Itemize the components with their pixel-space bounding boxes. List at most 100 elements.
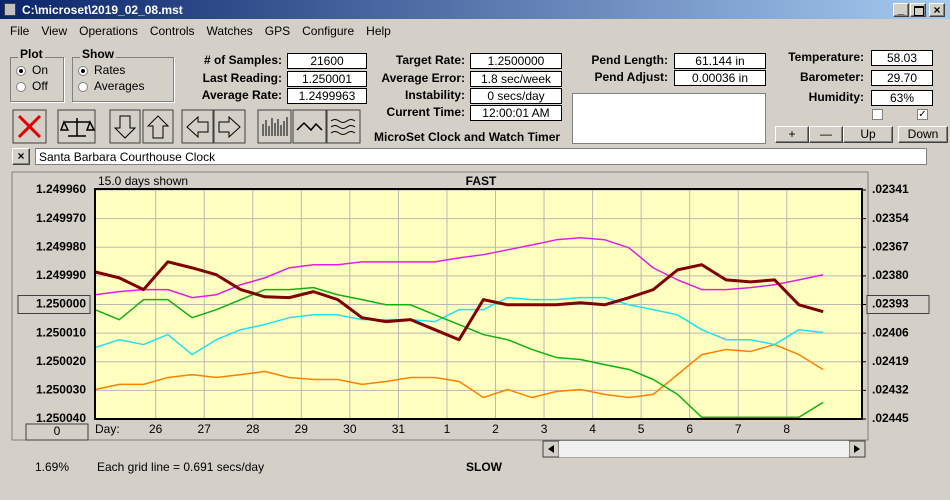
- menu-item[interactable]: Configure: [302, 24, 355, 38]
- close-button[interactable]: ×: [929, 3, 945, 17]
- radio-label: Off: [32, 79, 48, 93]
- radio-button[interactable]: [16, 66, 26, 76]
- x-tick-label: 2: [492, 422, 499, 436]
- x-tick-label: 29: [295, 422, 309, 436]
- left-button[interactable]: [181, 109, 214, 144]
- x-tick-label: 27: [198, 422, 212, 436]
- menu-item[interactable]: Operations: [79, 24, 138, 38]
- line-button[interactable]: [292, 109, 327, 144]
- reference-button: [17, 295, 91, 314]
- field-label: Average Rate:: [201, 88, 282, 102]
- toolbar: [12, 109, 361, 144]
- window-title: C:\microset\2019_02_08.mst: [22, 3, 183, 17]
- checkbox[interactable]: [872, 109, 883, 120]
- y2-tick-label: .02419: [872, 354, 909, 368]
- y-tick-label: 1.249980: [36, 239, 86, 253]
- balance-button[interactable]: [57, 109, 96, 144]
- show-group: [72, 57, 174, 102]
- x-tick-label: 31: [392, 422, 406, 436]
- y2-tick-label: .02406: [872, 325, 909, 339]
- field-label: Pend Length:: [591, 53, 668, 67]
- down-button[interactable]: [109, 109, 141, 144]
- field-value[interactable]: 1.250001: [287, 71, 367, 87]
- field-label: Instability:: [404, 88, 465, 102]
- radio-button[interactable]: [78, 82, 88, 92]
- series-line: [94, 343, 824, 399]
- watch-name[interactable]: Santa Barbara Courthouse Clock: [35, 148, 927, 165]
- right-button[interactable]: [213, 109, 246, 144]
- x-tick-label: 8: [783, 422, 790, 436]
- field-label: Current Time:: [386, 105, 465, 119]
- percent: 1.69%: [35, 460, 69, 474]
- y-tick-label: 1.249990: [36, 268, 86, 282]
- series-line: [94, 260, 824, 342]
- field-value[interactable]: 0.00036 in: [674, 70, 766, 86]
- field-value[interactable]: 1.2500000: [470, 53, 562, 69]
- field-value[interactable]: 63%: [871, 90, 933, 106]
- y2-tick-label: .02380: [872, 268, 909, 282]
- plot-group-label: Plot: [18, 47, 45, 61]
- menu-item[interactable]: GPS: [264, 24, 291, 38]
- up-button[interactable]: [142, 109, 174, 144]
- bars-button[interactable]: [257, 109, 292, 144]
- y2-tick-label: .02354: [872, 211, 909, 225]
- x-tick-label: 7: [735, 422, 742, 436]
- maximize-glyph: [914, 6, 924, 16]
- menu-item[interactable]: Controls: [149, 24, 195, 38]
- field-value[interactable]: 61.144 in: [674, 53, 766, 69]
- radio-button[interactable]: [78, 66, 88, 76]
- offset-button[interactable]: [25, 423, 89, 441]
- series-line: [94, 286, 824, 419]
- radio-button[interactable]: [16, 82, 26, 92]
- field-label: Average Error:: [381, 71, 465, 85]
- x-tick-label: 28: [246, 422, 260, 436]
- adjust-button[interactable]: +: [775, 126, 809, 143]
- adjust-button[interactable]: —: [809, 126, 843, 143]
- legend: [572, 93, 766, 144]
- y-tick-label: 1.250040: [36, 411, 86, 425]
- field-label: Temperature:: [788, 50, 864, 64]
- field-value[interactable]: 29.70: [871, 70, 933, 86]
- x-tick-label: 1: [444, 422, 451, 436]
- field-value[interactable]: 1.8 sec/week: [470, 71, 562, 87]
- field-value[interactable]: 21600: [287, 53, 367, 69]
- field-value[interactable]: 12:00:01 AM: [470, 105, 562, 121]
- menu-item[interactable]: Watches: [206, 24, 253, 38]
- y2-tick-label: .02367: [872, 239, 909, 253]
- title-bar: [0, 0, 950, 19]
- field-value[interactable]: 58.03: [871, 50, 933, 66]
- y2-tick-label: .02445: [872, 411, 909, 425]
- y-tick-label: 1.250020: [36, 354, 86, 368]
- x-tick-label: 26: [149, 422, 163, 436]
- y2-tick-label: .02432: [872, 383, 909, 397]
- app-icon: [4, 3, 16, 16]
- radio-label: Rates: [94, 63, 126, 77]
- maximize-button[interactable]: [910, 3, 926, 17]
- menu-item[interactable]: View: [41, 24, 68, 38]
- smooth-button[interactable]: [326, 109, 361, 144]
- y-tick-label: 1.250010: [36, 325, 86, 339]
- field-value[interactable]: 1.2499963: [287, 88, 367, 104]
- reference-button: [866, 295, 930, 314]
- menu-item[interactable]: Help: [366, 24, 391, 38]
- clear-button[interactable]: [12, 109, 47, 144]
- app-name: MicroSet Clock and Watch Timer: [374, 130, 561, 144]
- watch-clear-button[interactable]: ×: [12, 148, 30, 165]
- y2-tick-label: .02341: [872, 182, 909, 196]
- field-value[interactable]: 0 secs/day: [470, 88, 562, 104]
- checkbox[interactable]: ✓: [917, 109, 928, 120]
- x-tick-label: 6: [686, 422, 693, 436]
- radio-label: Averages: [94, 79, 145, 93]
- chart: 15.0 days shown FAST Day: 0 1.69% Each g…: [11, 171, 930, 474]
- grid-note: Each grid line = 0.691 secs/day: [97, 460, 264, 474]
- minimize-button[interactable]: _: [893, 3, 909, 17]
- adjust-button[interactable]: Up: [843, 126, 893, 143]
- show-group-label: Show: [80, 47, 116, 61]
- adjust-button[interactable]: Down: [898, 126, 948, 143]
- field-label: Last Reading:: [202, 71, 282, 85]
- scrollbar[interactable]: [542, 440, 866, 458]
- menu-item[interactable]: File: [10, 24, 30, 38]
- field-label: Pend Adjust:: [594, 70, 668, 84]
- field-label: # of Samples:: [203, 53, 282, 67]
